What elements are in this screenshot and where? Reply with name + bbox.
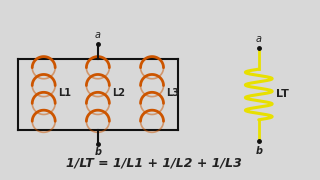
Text: b: b [94,147,101,158]
Text: L1: L1 [58,88,71,98]
Text: LT: LT [276,89,289,100]
Text: a: a [95,30,101,40]
Text: 1/LT = 1/L1 + 1/L2 + 1/L3: 1/LT = 1/L1 + 1/L2 + 1/L3 [66,156,242,169]
Text: L2: L2 [112,88,125,98]
Text: L3: L3 [166,88,180,98]
Text: a: a [256,34,262,44]
Text: b: b [255,146,262,156]
